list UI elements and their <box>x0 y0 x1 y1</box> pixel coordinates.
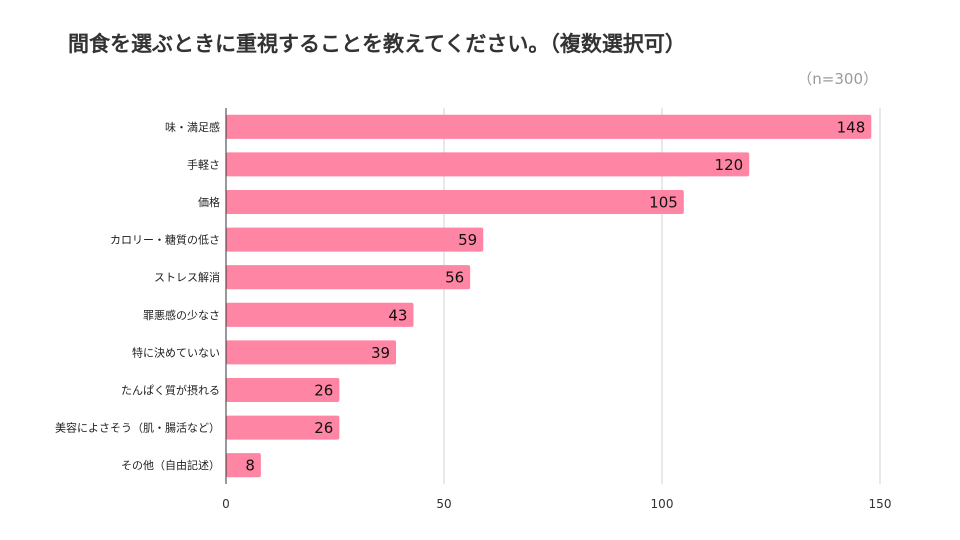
bar <box>226 453 261 478</box>
category-label: その他（自由記述） <box>121 458 220 472</box>
x-tick-label: 0 <box>222 497 230 511</box>
category-label: たんぱく質が摂れる <box>121 383 220 397</box>
value-labels: 148 120 105 59 56 43 39 26 26 8 <box>245 118 865 474</box>
value-label: 105 <box>649 194 678 212</box>
value-label: 148 <box>837 118 866 136</box>
category-label: ストレス解消 <box>154 270 220 284</box>
category-label: 手軽さ <box>187 157 220 171</box>
x-tick-label: 100 <box>651 497 674 511</box>
sample-size-note: （n=300） <box>797 70 878 88</box>
bar <box>226 415 340 440</box>
value-label: 59 <box>458 231 477 249</box>
category-label: 特に決めていない <box>132 345 220 359</box>
category-label: 味・満足感 <box>165 121 220 134</box>
chart-title: 間食を選ぶときに重視することを教えてください。（複数選択可） <box>68 32 686 56</box>
x-tick-labels: 0 50 100 150 <box>222 497 891 511</box>
bars <box>226 114 872 478</box>
category-label: 価格 <box>198 195 220 209</box>
category-label: 罪悪感の少なさ <box>143 309 220 322</box>
bar <box>226 189 684 215</box>
category-label: カロリー・糖質の低さ <box>110 233 220 247</box>
value-label: 26 <box>314 382 333 400</box>
bar <box>226 265 471 290</box>
value-label: 8 <box>245 457 255 475</box>
bar <box>226 340 397 365</box>
value-label: 56 <box>445 269 464 287</box>
x-tick-label: 50 <box>436 497 451 511</box>
bar <box>226 152 750 177</box>
bar <box>226 227 484 252</box>
value-label: 43 <box>388 306 407 324</box>
bar <box>226 377 340 403</box>
category-labels: 味・満足感手軽さ価格カロリー・糖質の低さストレス解消罪悪感の少なさ特に決めていな… <box>55 121 220 472</box>
value-label: 120 <box>715 156 744 174</box>
bar <box>226 302 414 327</box>
x-tick-label: 150 <box>869 497 892 511</box>
value-label: 26 <box>314 419 333 437</box>
bar <box>226 114 872 139</box>
category-label: 美容によさそう（肌・腸活など） <box>55 421 220 435</box>
value-label: 39 <box>371 344 390 362</box>
